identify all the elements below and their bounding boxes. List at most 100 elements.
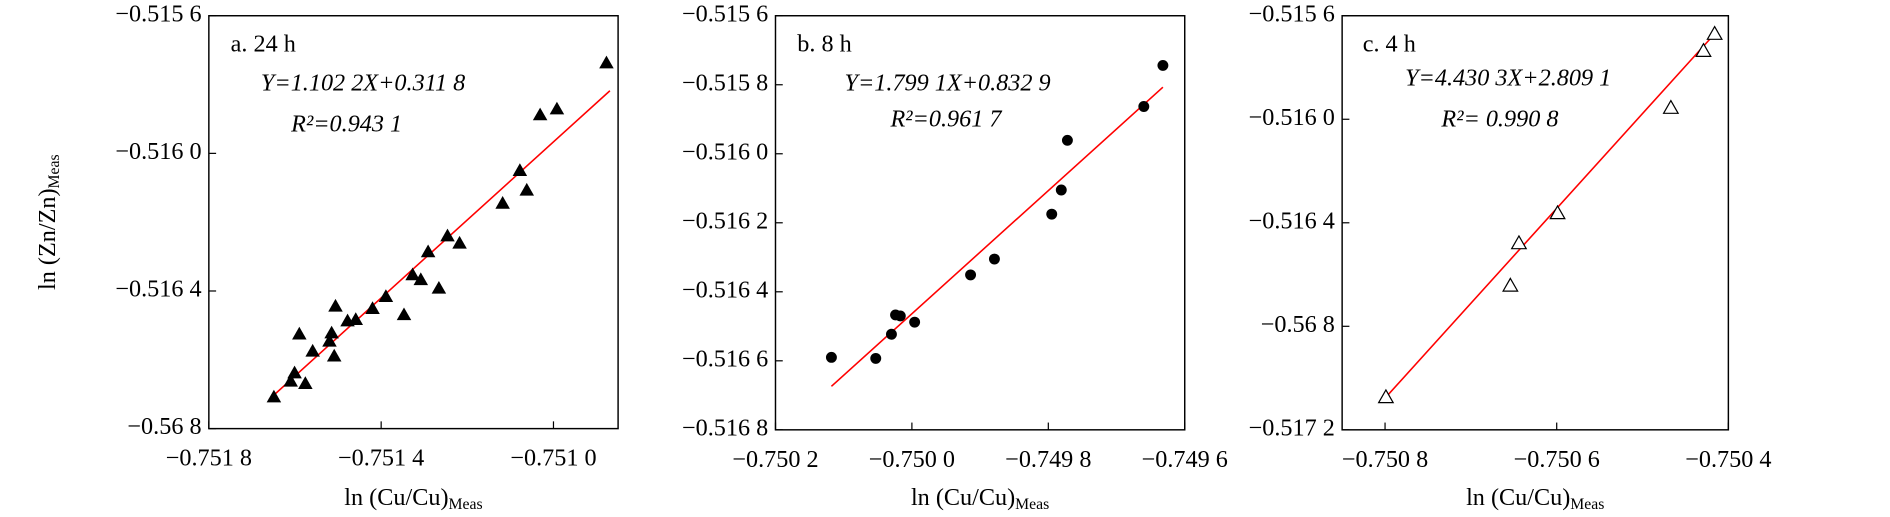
point [1138,101,1150,112]
x-tick-label: −0.751 0 [510,445,596,472]
x-axis-label-text: ln (Cu/Cu) [911,483,1015,510]
point [885,328,897,340]
point [298,376,313,389]
x-axis-label: ln (Cu/Cu)Meas [911,483,1049,512]
x-tick-label: −0.750 6 [1514,446,1600,473]
point [378,289,394,302]
point [512,163,528,177]
y-axis-label-subscript: Meas [46,154,63,188]
point [420,244,436,258]
x-tick-label: −0.751 8 [166,445,252,472]
point [1046,208,1058,220]
point [431,280,447,294]
point [825,351,837,363]
point [1377,388,1395,404]
point [1662,99,1680,114]
x-axis-label: ln (Cu/Cu)Meas [1466,483,1604,512]
y-tick-label: −0.515 8 [682,69,768,96]
y-tick-label: −0.516 0 [115,138,201,165]
point [965,269,977,281]
x-axis-label-text: ln (Cu/Cu) [344,483,448,510]
point [365,301,380,314]
point [440,228,455,242]
fit-line [1385,33,1716,398]
point [1061,134,1073,146]
r-squared: R²=0.961 7 [890,106,1003,133]
point [894,310,906,322]
y-axis-label: ln (Zn/Zn)Meas [34,154,63,290]
y-tick-label: −0.515 6 [115,0,201,27]
x-axis-label: ln (Cu/Cu)Meas [344,483,482,512]
x-tick-label: −0.750 0 [869,446,955,473]
y-tick-label: −0.516 4 [115,276,201,303]
point [532,107,548,121]
y-tick-label: −0.516 0 [682,138,768,165]
point [1055,184,1067,196]
x-tick-label: −0.750 2 [732,446,818,473]
x-tick-label: −0.749 8 [1005,446,1091,473]
point [266,389,282,403]
point [1706,25,1723,40]
point [405,267,420,281]
point [599,55,614,69]
point [1157,59,1169,71]
y-tick-label: −0.516 2 [682,207,768,234]
panel-label: b. 8 h [797,31,851,58]
point [909,316,921,328]
point [322,333,337,347]
point [324,325,339,339]
plot-frame [208,15,619,430]
y-tick-label: −0.56 8 [127,413,201,440]
y-tick-label: −0.515 6 [1249,0,1335,27]
r-squared: R²= 0.990 8 [1440,106,1558,133]
fit-equation: Y=4.430 3X+2.809 1 [1405,64,1611,91]
point [495,195,510,209]
y-tick-label: −0.516 0 [1249,104,1335,131]
point [1695,42,1712,57]
point [283,373,298,387]
point [452,235,467,249]
point [1549,204,1566,220]
point [1502,277,1519,292]
point [326,348,342,362]
x-axis-label-subscript: Meas [449,496,483,513]
x-tick-label: −0.750 8 [1342,446,1428,473]
x-tick-label: −0.750 4 [1685,446,1771,473]
subplot: −0.750 2 −0.750 0 −0.749 8 −0.749 6 −0.515 6… [682,0,1228,512]
y-tick-label: −0.516 4 [1249,207,1335,234]
point [988,253,1000,265]
point [305,343,320,357]
panel-label: a. 24 h [231,31,296,58]
point [292,326,307,340]
subplot: −0.751 8 −0.751 4 −0.751 0 −0.515 6 −0.516 0… [34,0,619,513]
x-axis-label-subscript: Meas [1570,496,1604,513]
fit-line [268,90,611,400]
x-axis-label-text: ln (Cu/Cu) [1466,483,1570,510]
point [328,298,343,312]
point [396,307,412,321]
x-tick-label: −0.751 4 [338,445,424,472]
y-tick-label: −0.516 6 [682,345,768,372]
point [348,312,364,325]
point [287,365,302,379]
point [519,182,535,196]
y-tick-label: −0.56 8 [1261,311,1335,338]
y-tick-label: −0.516 4 [682,276,768,303]
point [413,272,429,286]
y-axis-label-text: ln (Zn/Zn) [34,188,61,290]
x-tick-label: −0.749 6 [1142,446,1228,473]
point [1510,234,1528,250]
subplot: −0.750 8 −0.750 6 −0.750 4 −0.515 6 −0.516 0… [1249,0,1772,512]
r-squared: R²=0.943 1 [290,110,402,137]
y-tick-label: −0.517 2 [1249,414,1335,441]
y-tick-label: −0.515 6 [682,0,768,27]
x-axis-label-subscript: Meas [1015,496,1049,513]
y-tick-label: −0.516 8 [682,414,768,441]
fit-equation: Y=1.102 2X+0.311 8 [261,69,465,96]
point [549,101,565,115]
point [870,352,882,364]
fit-equation: Y=1.799 1X+0.832 9 [845,69,1051,96]
panel-label: c. 4 h [1363,31,1416,58]
